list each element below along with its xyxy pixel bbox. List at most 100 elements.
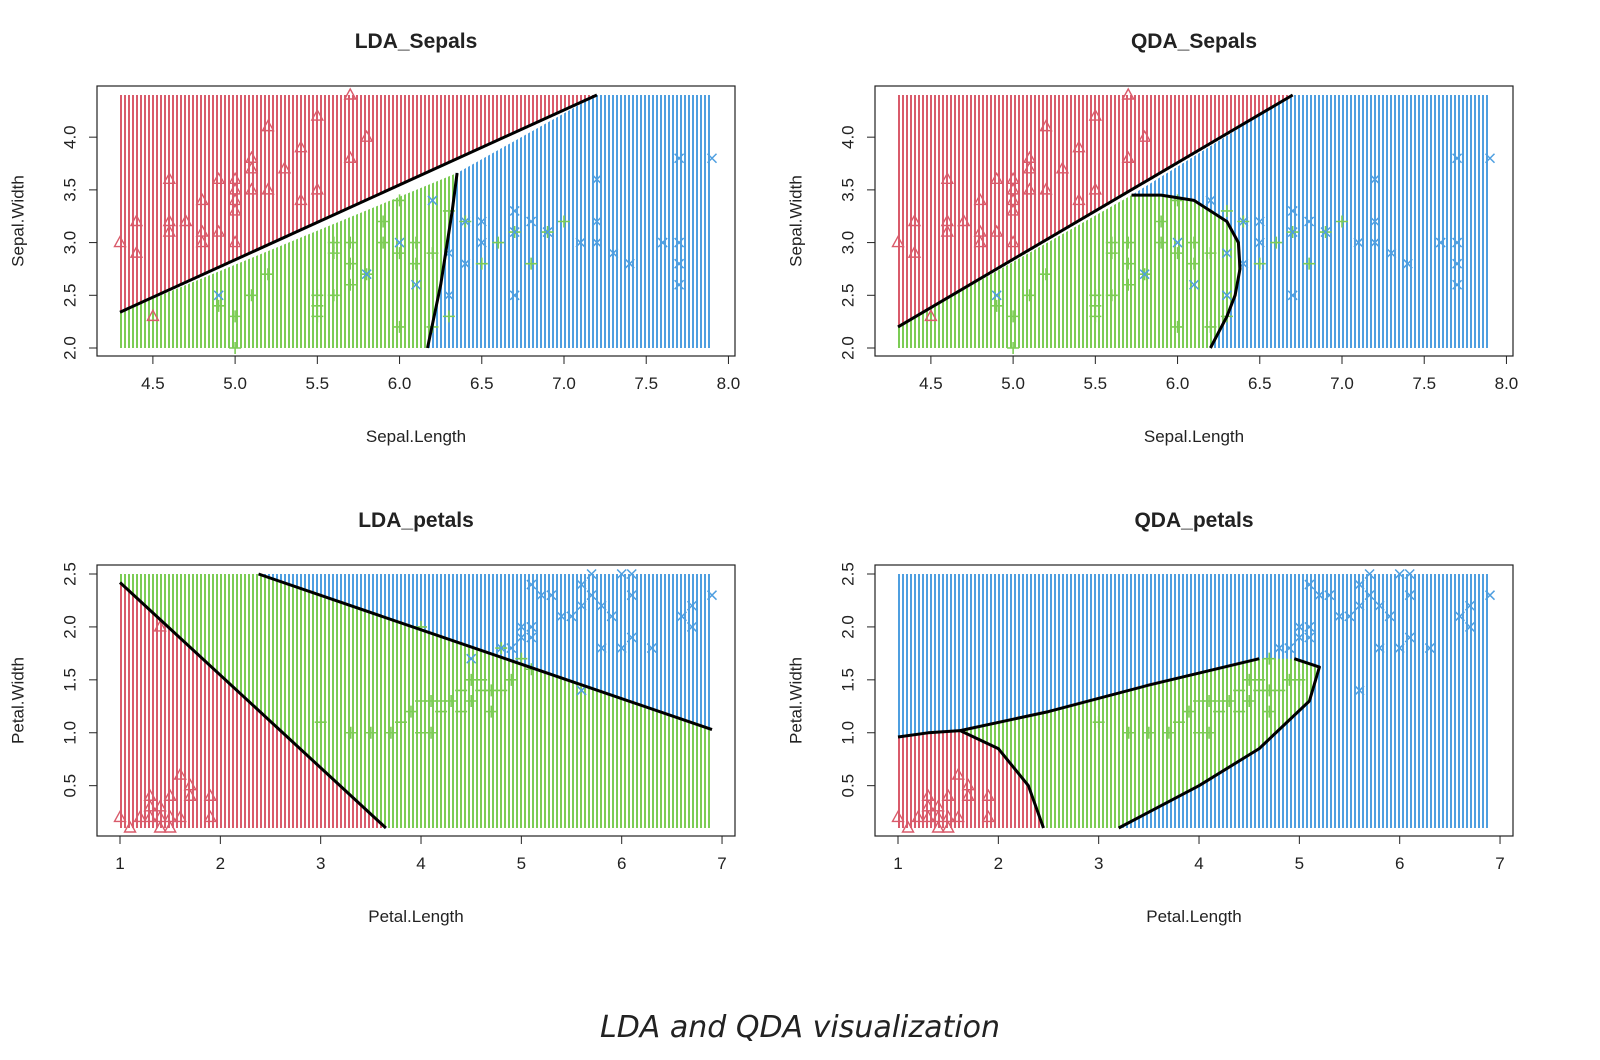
- point-versicolor: [229, 310, 242, 323]
- panel-qda-petals: 1 2 3 4 5 6 7 0.5 1.0 1.5 2.0 2.5 QDA_petals Petal.Le…: [786, 509, 1514, 926]
- point-versicolor: [1253, 684, 1266, 697]
- point-virginica: [1205, 195, 1216, 206]
- point-setosa: [228, 182, 242, 195]
- point-virginica: [1452, 258, 1463, 269]
- point-versicolor: [475, 257, 488, 270]
- point-versicolor: [990, 299, 1003, 312]
- point-versicolor: [327, 289, 340, 302]
- point-setosa: [146, 308, 160, 322]
- point-versicolor: [393, 194, 406, 207]
- point-virginica: [626, 568, 637, 580]
- point-versicolor: [1040, 268, 1052, 281]
- y-axis-label: Sepal.Width: [786, 175, 805, 267]
- point-versicolor: [394, 716, 407, 729]
- x-tick-label: 4.5: [141, 374, 165, 393]
- point-virginica: [213, 290, 224, 301]
- point-virginica: [466, 653, 477, 664]
- y-tick-label: 1.5: [60, 668, 79, 692]
- point-versicolor: [1171, 247, 1184, 260]
- point-virginica: [1484, 590, 1496, 601]
- point-versicolor: [492, 236, 505, 249]
- y-tick-label: 2.5: [60, 283, 79, 307]
- point-virginica: [674, 237, 685, 248]
- point-versicolor: [1155, 236, 1168, 249]
- chart-title: QDA_Sepals: [1131, 30, 1257, 53]
- point-setosa: [162, 224, 177, 237]
- point-setosa: [294, 140, 308, 153]
- point-versicolor: [1204, 320, 1217, 333]
- point-virginica: [1364, 590, 1375, 601]
- point-virginica: [1404, 632, 1415, 643]
- point-virginica: [576, 579, 587, 590]
- point-setosa: [931, 799, 945, 812]
- x-axis-label: Sepal.Length: [366, 427, 466, 446]
- chart-title: LDA_petals: [358, 509, 474, 532]
- point-versicolor: [1007, 342, 1020, 354]
- point-virginica: [516, 632, 527, 643]
- point-setosa: [228, 203, 242, 216]
- point-versicolor: [262, 268, 274, 281]
- x-tick-label: 5.0: [223, 374, 247, 393]
- point-virginica: [394, 237, 405, 248]
- point-setosa: [261, 119, 275, 132]
- point-virginica: [1374, 600, 1385, 611]
- y-tick-label: 3.0: [838, 231, 857, 255]
- point-virginica: [706, 153, 718, 164]
- point-setosa: [941, 788, 955, 801]
- y-axis-label: Petal.Width: [786, 657, 805, 744]
- point-setosa: [183, 778, 197, 791]
- point-virginica: [509, 227, 520, 238]
- x-axis-label: Sepal.Length: [1144, 427, 1244, 446]
- point-virginica: [460, 258, 471, 269]
- point-setosa: [294, 192, 308, 206]
- point-virginica: [1354, 600, 1365, 611]
- point-virginica: [1172, 237, 1183, 248]
- x-tick-label: 7.5: [1412, 374, 1436, 393]
- point-virginica: [1454, 611, 1465, 622]
- point-versicolor: [1122, 257, 1135, 270]
- point-versicolor: [1243, 673, 1256, 686]
- x-tick-label: 5.0: [1001, 374, 1025, 393]
- point-versicolor: [311, 289, 324, 302]
- y-tick-label: 2.5: [60, 562, 79, 586]
- point-versicolor: [1233, 705, 1246, 718]
- point-virginica: [1452, 279, 1463, 290]
- point-versicolor: [435, 695, 448, 707]
- point-setosa: [244, 182, 259, 195]
- point-setosa: [891, 809, 905, 823]
- point-virginica: [591, 237, 602, 248]
- point-virginica: [1254, 237, 1265, 248]
- point-virginica: [596, 643, 607, 654]
- point-versicolor: [1105, 236, 1118, 249]
- point-virginica: [606, 611, 617, 622]
- point-virginica: [706, 590, 718, 601]
- point-setosa: [1121, 87, 1135, 100]
- point-versicolor: [465, 695, 478, 707]
- point-versicolor: [229, 342, 242, 354]
- point-setosa: [1022, 161, 1037, 174]
- x-axis-label: Petal.Length: [1146, 907, 1241, 926]
- point-virginica: [1294, 632, 1305, 643]
- y-tick-label: 2.0: [60, 615, 79, 639]
- point-setosa: [173, 767, 187, 780]
- point-setosa: [907, 245, 922, 258]
- x-tick-label: 6: [617, 854, 626, 873]
- point-virginica: [1221, 290, 1232, 301]
- y-tick-label: 1.5: [838, 668, 857, 692]
- decision-boundary: [426, 172, 459, 349]
- point-virginica: [1304, 632, 1315, 643]
- point-virginica: [1404, 568, 1415, 580]
- point-versicolor: [311, 299, 324, 312]
- point-versicolor: [1142, 726, 1155, 739]
- point-setosa: [1006, 182, 1020, 195]
- x-tick-label: 8.0: [1495, 374, 1519, 393]
- point-setosa: [1072, 140, 1086, 153]
- point-setosa: [989, 224, 1004, 237]
- y-tick-label: 2.0: [60, 336, 79, 360]
- point-setosa: [183, 788, 197, 801]
- point-setosa: [129, 245, 144, 258]
- x-tick-label: 5.5: [306, 374, 330, 393]
- point-versicolor: [475, 684, 488, 697]
- point-setosa: [957, 214, 971, 227]
- point-setosa: [153, 820, 167, 833]
